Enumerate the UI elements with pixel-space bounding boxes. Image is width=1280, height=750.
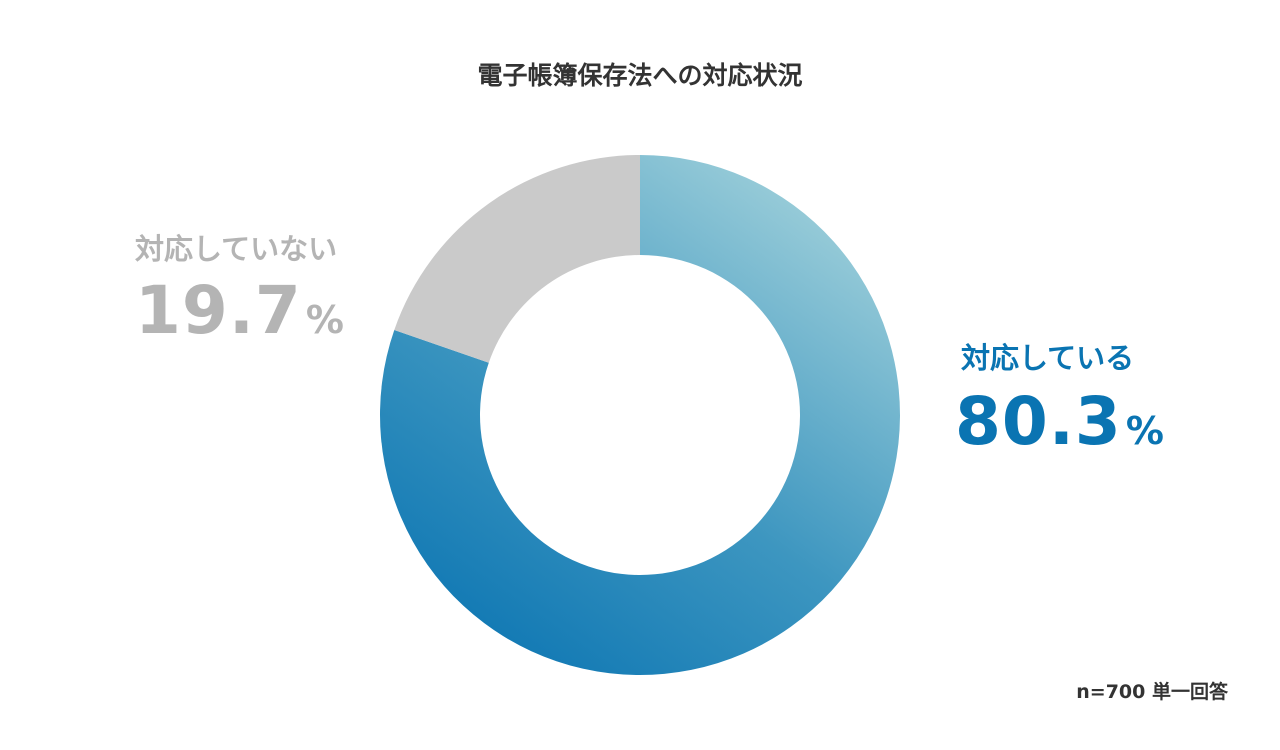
sample-note: n=700 単一回答 [1076, 681, 1228, 703]
slice-value-unit-not-compliant: % [305, 298, 344, 342]
slice-label-not-compliant: 対応していない 19.7% [135, 226, 344, 344]
slice-name-not-compliant: 対応していない [135, 232, 338, 266]
slice-value-unit-compliant: % [1125, 409, 1164, 453]
chart-title: 電子帳簿保存法への対応状況 [477, 61, 803, 90]
donut-slice-not-compliant [394, 155, 640, 363]
donut-slice-compliant [380, 155, 900, 675]
slice-name-compliant: 対応している [961, 341, 1135, 375]
slice-value-compliant: 80.3% [955, 389, 1164, 455]
slice-value-number-not-compliant: 19.7 [135, 272, 302, 349]
slice-value-number-compliant: 80.3 [955, 383, 1122, 460]
slice-value-not-compliant: 19.7% [135, 278, 344, 344]
slice-label-compliant: 対応している 80.3% [955, 335, 1164, 455]
